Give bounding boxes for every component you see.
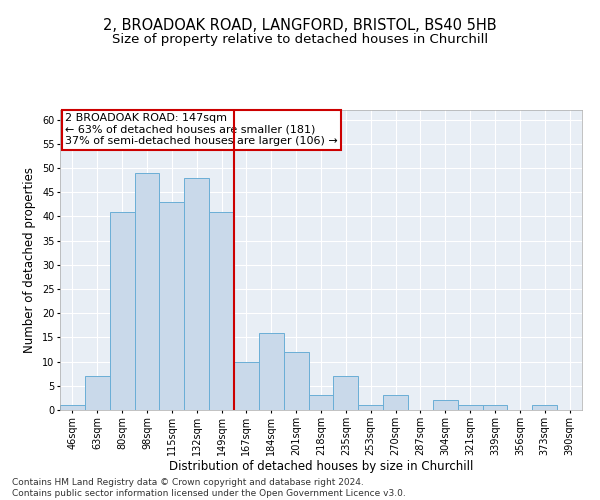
Bar (134, 173, 160, 410)
Bar (160, 202, 184, 410)
Bar (209, 212, 234, 410)
Bar (259, 332, 284, 410)
Bar (308, 396, 334, 410)
Bar (284, 352, 308, 410)
Bar (334, 376, 358, 410)
Bar (532, 405, 557, 410)
Bar (458, 405, 482, 410)
Bar (110, 212, 134, 410)
Bar (433, 400, 458, 410)
Y-axis label: Number of detached properties: Number of detached properties (23, 167, 37, 353)
Text: Size of property relative to detached houses in Churchill: Size of property relative to detached ho… (112, 32, 488, 46)
Bar (234, 362, 259, 410)
Bar (184, 178, 209, 410)
Text: 2 BROADOAK ROAD: 147sqm
← 63% of detached houses are smaller (181)
37% of semi-d: 2 BROADOAK ROAD: 147sqm ← 63% of detache… (65, 113, 338, 146)
Bar (482, 405, 508, 410)
Bar (358, 405, 383, 410)
X-axis label: Distribution of detached houses by size in Churchill: Distribution of detached houses by size … (169, 460, 473, 473)
Text: Contains HM Land Registry data © Crown copyright and database right 2024.
Contai: Contains HM Land Registry data © Crown c… (12, 478, 406, 498)
Bar (85, 376, 110, 410)
Text: 2, BROADOAK ROAD, LANGFORD, BRISTOL, BS40 5HB: 2, BROADOAK ROAD, LANGFORD, BRISTOL, BS4… (103, 18, 497, 32)
Bar (60, 405, 85, 410)
Bar (383, 396, 408, 410)
